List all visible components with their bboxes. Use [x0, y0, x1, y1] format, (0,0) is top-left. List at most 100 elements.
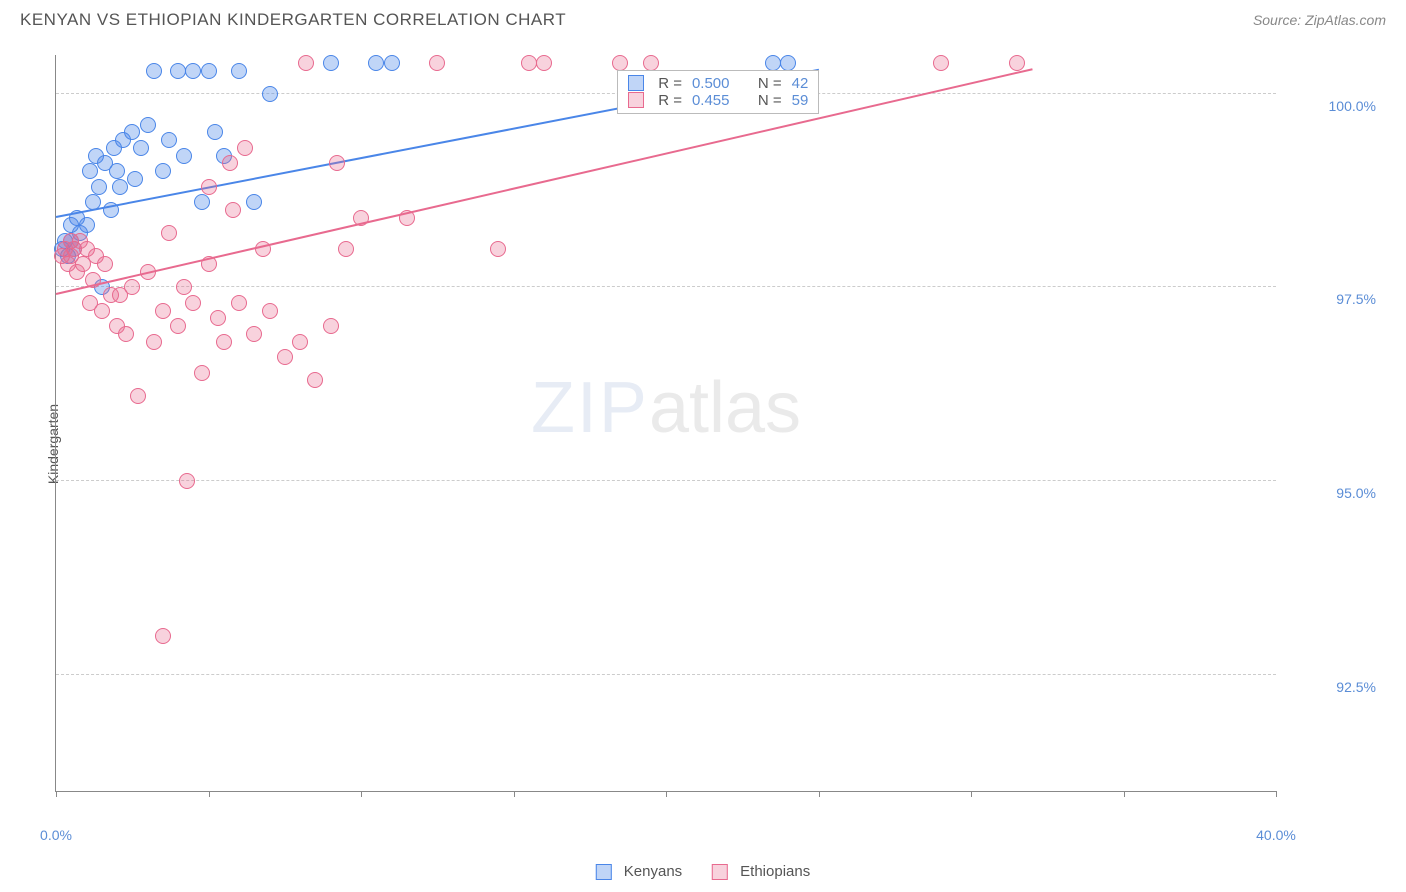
legend-swatch-kenyans: [596, 864, 612, 880]
scatter-point: [1009, 55, 1025, 71]
x-tick: [209, 791, 210, 797]
gridline: [56, 286, 1276, 287]
scatter-point: [231, 63, 247, 79]
gridline: [56, 480, 1276, 481]
x-tick: [971, 791, 972, 797]
scatter-point: [155, 628, 171, 644]
stats-r-value: 0.500: [692, 75, 730, 92]
scatter-point: [338, 241, 354, 257]
scatter-point: [161, 225, 177, 241]
scatter-point: [170, 318, 186, 334]
header: KENYAN VS ETHIOPIAN KINDERGARTEN CORRELA…: [0, 0, 1406, 45]
scatter-point: [246, 194, 262, 210]
stats-box: R = 0.500 N = 42R = 0.455 N = 59: [617, 70, 819, 114]
scatter-point: [765, 55, 781, 71]
stats-n-label: N =: [758, 75, 782, 92]
scatter-point: [155, 163, 171, 179]
scatter-point: [146, 63, 162, 79]
scatter-point: [176, 148, 192, 164]
x-tick: [666, 791, 667, 797]
legend: Kenyans Ethiopians: [596, 863, 810, 880]
scatter-point: [82, 163, 98, 179]
scatter-point: [521, 55, 537, 71]
scatter-point: [194, 365, 210, 381]
legend-item-ethiopians: Ethiopians: [712, 863, 810, 880]
scatter-point: [292, 334, 308, 350]
scatter-point: [231, 295, 247, 311]
x-tick-label: 40.0%: [1256, 827, 1296, 843]
scatter-point: [222, 155, 238, 171]
x-tick: [1276, 791, 1277, 797]
scatter-point: [323, 55, 339, 71]
stats-r-value: 0.455: [692, 92, 730, 109]
scatter-point: [124, 124, 140, 140]
scatter-point: [643, 55, 659, 71]
scatter-point: [124, 279, 140, 295]
y-tick-label: 95.0%: [1336, 485, 1376, 501]
scatter-plot: ZIPatlas 92.5%95.0%97.5%100.0%0.0%40.0%R…: [55, 55, 1276, 792]
scatter-point: [368, 55, 384, 71]
stats-swatch: [628, 92, 644, 108]
scatter-point: [323, 318, 339, 334]
scatter-point: [130, 388, 146, 404]
scatter-point: [118, 326, 134, 342]
stats-row: R = 0.500 N = 42: [628, 75, 808, 92]
scatter-point: [127, 171, 143, 187]
scatter-point: [216, 334, 232, 350]
x-tick: [514, 791, 515, 797]
scatter-point: [262, 86, 278, 102]
scatter-point: [140, 117, 156, 133]
scatter-point: [429, 55, 445, 71]
stats-n-value: 59: [792, 92, 809, 109]
stats-swatch: [628, 75, 644, 91]
watermark: ZIPatlas: [531, 367, 801, 449]
scatter-point: [176, 279, 192, 295]
scatter-point: [94, 303, 110, 319]
chart-area: Kindergarten ZIPatlas 92.5%95.0%97.5%100…: [55, 55, 1386, 832]
scatter-point: [161, 132, 177, 148]
legend-swatch-ethiopians: [712, 864, 728, 880]
scatter-point: [307, 372, 323, 388]
scatter-point: [246, 326, 262, 342]
gridline: [56, 674, 1276, 675]
x-tick-label: 0.0%: [40, 827, 72, 843]
legend-item-kenyans: Kenyans: [596, 863, 682, 880]
scatter-point: [185, 63, 201, 79]
scatter-point: [207, 124, 223, 140]
x-tick: [1124, 791, 1125, 797]
scatter-point: [194, 194, 210, 210]
legend-label-ethiopians: Ethiopians: [740, 863, 810, 880]
x-tick: [361, 791, 362, 797]
scatter-point: [201, 179, 217, 195]
watermark-part1: ZIP: [531, 368, 649, 448]
x-tick: [819, 791, 820, 797]
scatter-point: [146, 334, 162, 350]
scatter-point: [185, 295, 201, 311]
y-tick-label: 100.0%: [1329, 98, 1376, 114]
scatter-point: [109, 163, 125, 179]
watermark-part2: atlas: [649, 368, 801, 448]
scatter-point: [933, 55, 949, 71]
scatter-point: [536, 55, 552, 71]
scatter-point: [79, 217, 95, 233]
scatter-point: [237, 140, 253, 156]
scatter-point: [298, 55, 314, 71]
y-tick-label: 97.5%: [1336, 291, 1376, 307]
legend-label-kenyans: Kenyans: [624, 863, 682, 880]
stats-r-label: R =: [658, 75, 682, 92]
scatter-point: [780, 55, 796, 71]
source-label: Source: ZipAtlas.com: [1253, 12, 1386, 28]
stats-r-label: R =: [658, 92, 682, 109]
y-tick-label: 92.5%: [1336, 679, 1376, 695]
scatter-point: [277, 349, 293, 365]
x-tick: [56, 791, 57, 797]
scatter-point: [91, 179, 107, 195]
scatter-point: [170, 63, 186, 79]
scatter-point: [155, 303, 171, 319]
scatter-point: [225, 202, 241, 218]
scatter-point: [179, 473, 195, 489]
scatter-point: [133, 140, 149, 156]
stats-row: R =0.455 N =59: [628, 92, 808, 109]
stats-n-value: 42: [792, 75, 809, 92]
scatter-point: [329, 155, 345, 171]
